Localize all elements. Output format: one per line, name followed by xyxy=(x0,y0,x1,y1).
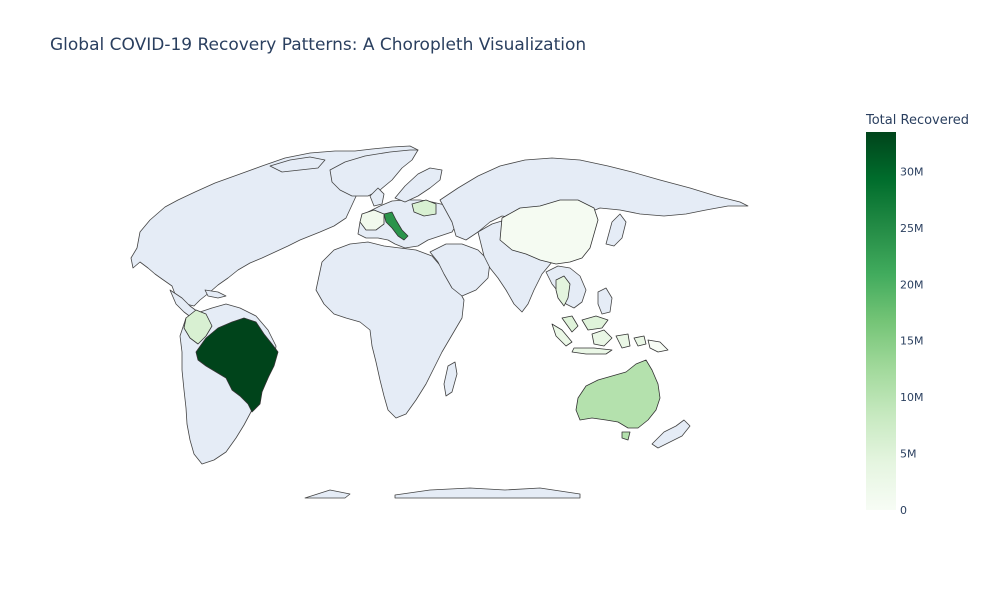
japan-land[interactable] xyxy=(605,213,627,247)
colorbar-ticks: 0 5M 10M 15M 20M 25M 30M xyxy=(900,165,924,517)
country-thailand[interactable] xyxy=(555,275,571,307)
colorbar-tick-label: 10M xyxy=(900,391,924,404)
country-france[interactable] xyxy=(359,209,385,231)
arctic-islands-land[interactable] xyxy=(269,156,326,173)
colorbar-tick-label: 0 xyxy=(900,504,907,517)
scandinavia-land[interactable] xyxy=(394,167,443,203)
new-zealand-land[interactable] xyxy=(651,419,691,449)
chart-title: Global COVID-19 Recovery Patterns: A Cho… xyxy=(50,35,586,55)
country-australia[interactable] xyxy=(575,359,661,429)
colorbar-tick-label: 30M xyxy=(900,165,924,178)
colorbar-title: Total Recovered xyxy=(865,113,969,128)
country-papua-new-guinea[interactable] xyxy=(647,339,669,353)
greenland-land[interactable] xyxy=(329,149,419,197)
country-china[interactable] xyxy=(499,199,599,265)
colorbar-tick-label: 25M xyxy=(900,222,924,235)
country-colombia[interactable] xyxy=(183,309,213,345)
madagascar-land[interactable] xyxy=(443,361,458,397)
country-poland[interactable] xyxy=(411,199,437,217)
map-area xyxy=(130,145,749,499)
asia-land[interactable] xyxy=(439,157,749,241)
country-indonesia[interactable] xyxy=(551,323,647,355)
colorbar-tick-label: 20M xyxy=(900,278,924,291)
colorbar-gradient xyxy=(866,132,896,510)
caribbean-land[interactable] xyxy=(204,289,227,299)
africa-land[interactable] xyxy=(315,241,465,419)
antarctica-land[interactable] xyxy=(304,487,581,499)
colorbar-tick-label: 15M xyxy=(900,335,924,348)
country-brazil[interactable] xyxy=(195,317,279,413)
uk-land[interactable] xyxy=(369,187,385,207)
colorbar: Total Recovered 0 5M 10M 15M 20M 25M 30M xyxy=(865,113,969,517)
country-malaysia[interactable] xyxy=(561,315,609,333)
country-italy[interactable] xyxy=(383,211,409,241)
colorbar-tick-label: 5M xyxy=(900,448,917,461)
philippines-land[interactable] xyxy=(597,287,613,315)
country-australia-tasmania[interactable] xyxy=(621,431,631,441)
middle-east-land[interactable] xyxy=(429,243,491,297)
